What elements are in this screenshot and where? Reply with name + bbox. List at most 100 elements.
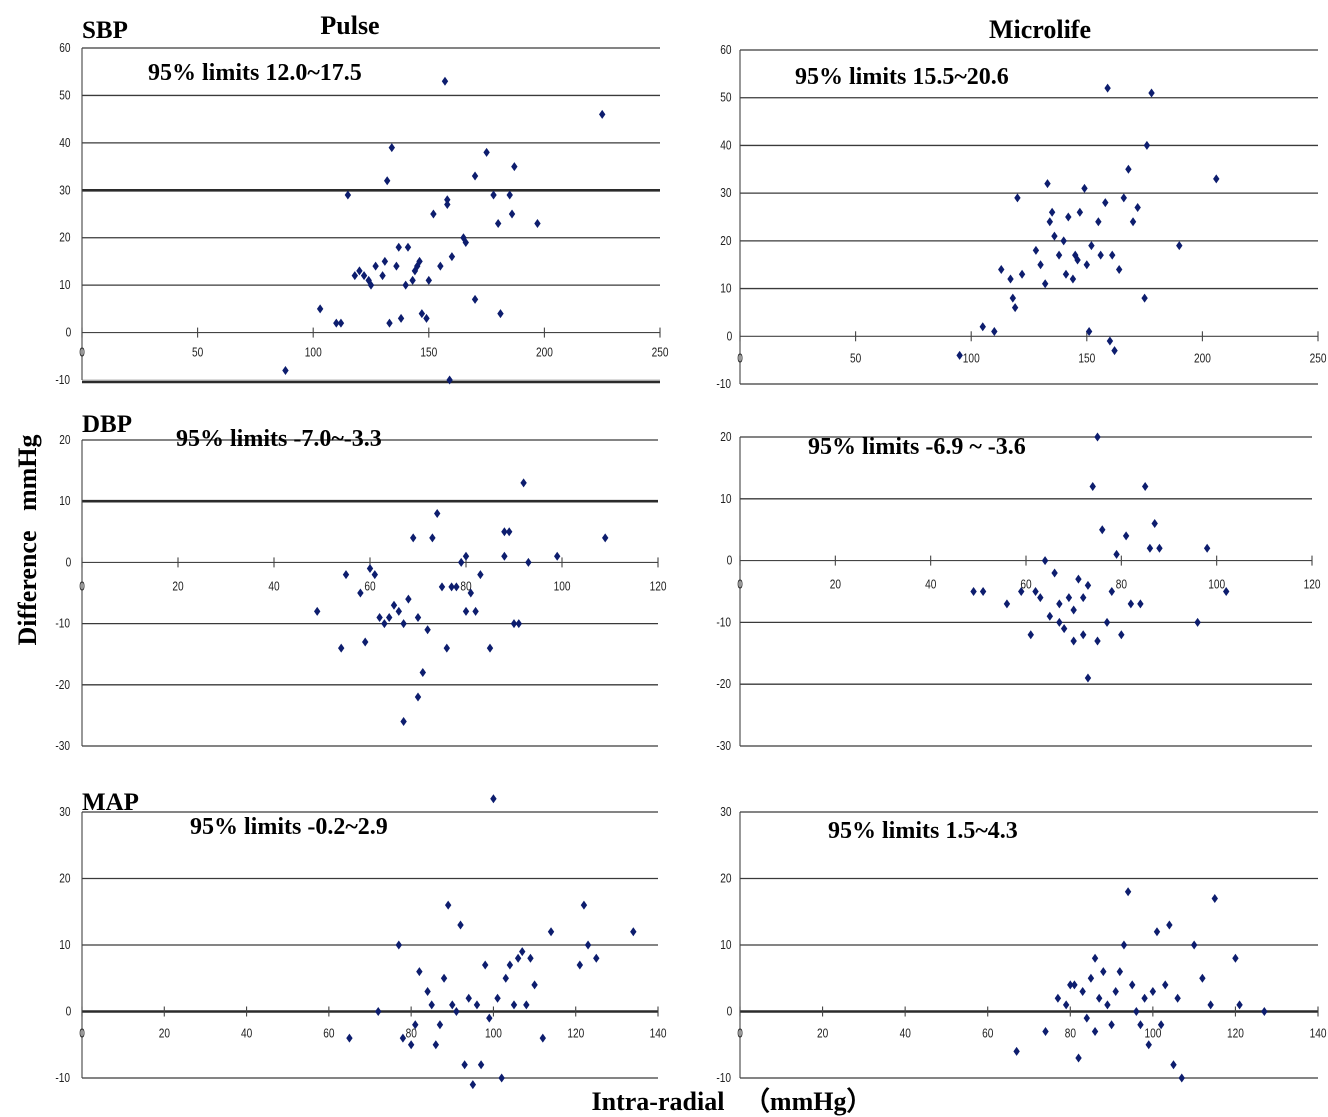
data-point — [471, 294, 479, 304]
data-point — [1194, 617, 1201, 627]
data-point — [1116, 967, 1124, 977]
data-point — [316, 304, 324, 314]
data-point — [531, 980, 538, 990]
data-point — [1087, 973, 1095, 983]
data-point — [1069, 274, 1077, 284]
data-point — [584, 940, 592, 950]
x-tick-label: 40 — [241, 1026, 253, 1040]
scatter-panel-4: -30 -20 -10 0 10 20 0 20 40 60 80 100 120 95% limits … — [716, 430, 1321, 753]
data-point — [1149, 987, 1157, 997]
data-point — [381, 619, 388, 629]
data-point — [1011, 303, 1019, 313]
data-point — [1199, 973, 1206, 983]
data-point — [416, 967, 423, 977]
data-point — [469, 1080, 477, 1090]
data-point — [477, 1060, 485, 1070]
data-point — [1075, 574, 1082, 584]
data-point — [1176, 241, 1183, 251]
data-point — [1261, 1007, 1268, 1016]
data-point — [1143, 140, 1151, 150]
data-point — [1122, 531, 1130, 541]
data-point — [432, 1040, 440, 1050]
limits-annotation: 95% limits -0.2~2.9 — [190, 814, 388, 840]
data-point — [444, 200, 451, 210]
x-tick-label: 0 — [79, 345, 85, 359]
data-point — [395, 606, 402, 616]
data-point — [1054, 993, 1062, 1003]
data-point — [1007, 274, 1014, 284]
x-tick-label: 20 — [172, 579, 184, 593]
y-tick-label: 0 — [727, 329, 733, 343]
data-point — [1062, 1000, 1070, 1010]
data-point — [576, 960, 584, 970]
data-point — [372, 261, 379, 271]
scatter-panel-6: -10 0 10 20 30 0 20 40 60 80 100 120 140 95% limits 1… — [716, 805, 1327, 1085]
data-point — [404, 242, 412, 252]
data-point — [1109, 250, 1116, 260]
data-point — [342, 570, 350, 580]
y-tick-label: 30 — [720, 186, 732, 200]
data-point — [1112, 987, 1119, 997]
data-point — [1080, 593, 1087, 603]
data-point — [282, 366, 289, 376]
data-point — [1080, 630, 1087, 640]
data-point — [440, 973, 448, 983]
x-tick-label: 100 — [554, 579, 571, 593]
data-point — [1041, 279, 1049, 289]
data-point — [367, 280, 375, 290]
x-tick-label: 140 — [650, 1026, 667, 1040]
data-point — [397, 313, 405, 323]
y-tick-label: 10 — [59, 494, 71, 508]
x-tick-label: 100 — [305, 345, 322, 359]
data-point — [1236, 1000, 1243, 1010]
data-point — [399, 1033, 407, 1043]
x-tick-label: 120 — [1227, 1026, 1244, 1040]
y-tick-label: 10 — [720, 281, 732, 295]
data-point — [453, 1007, 460, 1016]
data-point — [405, 594, 412, 604]
data-point — [1060, 624, 1068, 634]
x-tick-label: 0 — [737, 1026, 743, 1040]
data-point — [501, 527, 508, 537]
data-point — [497, 309, 504, 319]
data-point — [1046, 611, 1054, 621]
data-point — [511, 162, 518, 172]
data-point — [510, 1000, 518, 1010]
data-point — [501, 551, 508, 561]
data-point — [461, 1060, 468, 1070]
x-tick-label: 120 — [567, 1026, 584, 1040]
row-label-sbp: SBP — [82, 17, 128, 44]
data-point — [1120, 940, 1128, 950]
data-point — [1055, 250, 1063, 260]
data-point — [1129, 217, 1137, 227]
data-point — [416, 256, 423, 266]
data-point — [366, 564, 374, 574]
y-tick-label: 30 — [59, 805, 71, 819]
y-tick-label: 20 — [720, 430, 732, 444]
y-tick-label: -10 — [716, 1071, 731, 1085]
data-point — [351, 271, 359, 281]
data-point — [1084, 580, 1092, 590]
data-point — [448, 582, 455, 592]
data-point — [383, 176, 391, 186]
x-tick-label: 150 — [1078, 351, 1095, 365]
data-point — [1151, 519, 1158, 529]
data-point — [1162, 980, 1169, 990]
x-tick-label: 80 — [406, 1026, 418, 1040]
data-point — [390, 600, 398, 610]
y-tick-label: 0 — [727, 1004, 733, 1018]
data-point — [515, 619, 522, 629]
data-point — [414, 692, 422, 702]
data-point — [1115, 264, 1123, 274]
data-point — [1046, 217, 1054, 227]
data-point — [438, 582, 446, 592]
y-tick-label: -10 — [716, 615, 731, 629]
data-point — [407, 1040, 415, 1050]
data-point — [472, 606, 479, 616]
data-point — [446, 375, 453, 385]
data-point — [494, 993, 501, 1003]
data-point — [1027, 630, 1034, 640]
y-tick-label: -10 — [55, 616, 70, 630]
data-point — [1018, 587, 1025, 596]
